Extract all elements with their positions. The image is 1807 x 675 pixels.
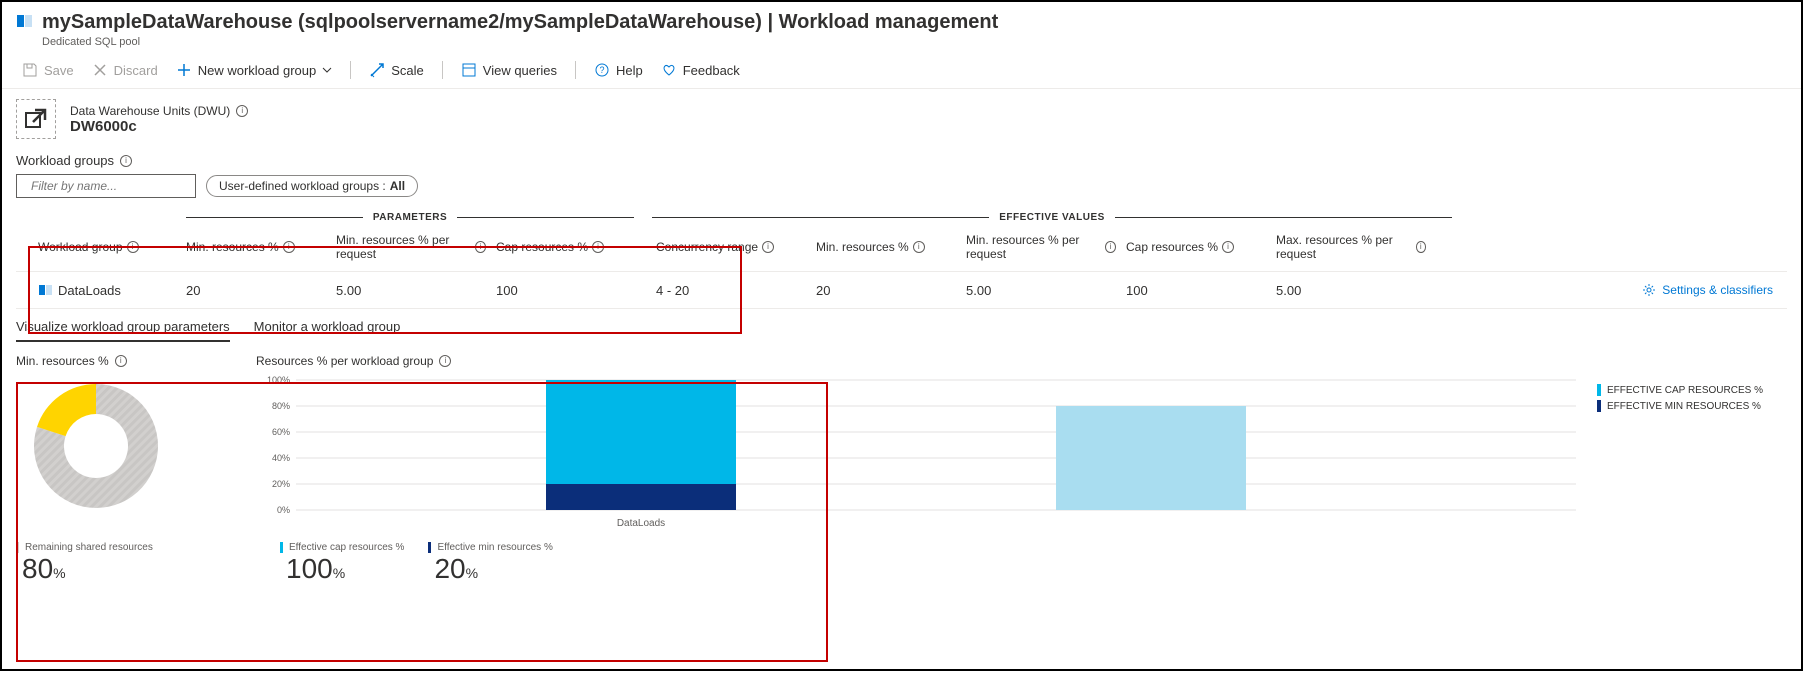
bar-chart-label: Resources % per workload groupi bbox=[256, 354, 1597, 368]
effective-values-section-header: EFFECTIVE VALUES bbox=[652, 212, 1452, 223]
resources-bar-chart: 0% 20% 40% 60% 80% 100% DataLoads bbox=[256, 368, 1586, 538]
info-icon[interactable]: i bbox=[439, 355, 451, 367]
cell-concurrency: 4 - 20 bbox=[656, 283, 816, 298]
viz-tabs: Visualize workload group parameters Moni… bbox=[2, 309, 1801, 342]
svg-text:0%: 0% bbox=[277, 505, 290, 515]
cell-eff-min-resources: 20 bbox=[816, 283, 966, 298]
filter-input-wrapper[interactable] bbox=[16, 174, 196, 198]
workload-groups-label: Workload groupsi bbox=[16, 153, 1787, 168]
help-icon: ? bbox=[594, 62, 610, 78]
tab-monitor[interactable]: Monitor a workload group bbox=[254, 319, 401, 342]
svg-text:100%: 100% bbox=[267, 375, 290, 385]
donut-chart bbox=[16, 368, 176, 518]
page-subtitle: Dedicated SQL pool bbox=[42, 36, 998, 48]
cell-eff-max-res-req: 5.00 bbox=[1276, 283, 1436, 298]
info-icon[interactable]: i bbox=[283, 241, 295, 253]
separator bbox=[442, 61, 443, 79]
info-icon[interactable]: i bbox=[913, 241, 925, 253]
svg-text:80%: 80% bbox=[272, 401, 290, 411]
svg-text:40%: 40% bbox=[272, 453, 290, 463]
dwu-value: DW6000c bbox=[70, 118, 248, 135]
legend-swatch-min bbox=[1597, 400, 1601, 412]
gear-icon bbox=[1642, 283, 1656, 297]
scale-button[interactable]: Scale bbox=[363, 58, 430, 82]
info-icon[interactable]: i bbox=[762, 241, 774, 253]
donut-label: Min. resources %i bbox=[16, 354, 256, 368]
cell-eff-min-res-req: 5.00 bbox=[966, 283, 1126, 298]
info-icon[interactable]: i bbox=[127, 241, 139, 253]
legend-swatch-cap bbox=[1597, 384, 1601, 396]
separator bbox=[575, 61, 576, 79]
workload-group-name: DataLoads bbox=[58, 283, 121, 298]
help-button[interactable]: ? Help bbox=[588, 58, 649, 82]
svg-text:60%: 60% bbox=[272, 427, 290, 437]
scale-icon bbox=[369, 62, 385, 78]
chevron-down-icon bbox=[322, 65, 332, 75]
parameters-section-header: PARAMETERS bbox=[16, 212, 634, 223]
workload-group-icon bbox=[38, 282, 54, 298]
info-icon[interactable]: i bbox=[1105, 241, 1116, 253]
cell-cap-resources: 100 bbox=[496, 283, 626, 298]
stat-effective-cap: Effective cap resources % 100% bbox=[280, 538, 404, 585]
svg-text:?: ? bbox=[599, 65, 604, 75]
cell-min-resources: 20 bbox=[186, 283, 336, 298]
table-row[interactable]: DataLoads 20 5.00 100 4 - 20 20 5.00 100… bbox=[16, 271, 1787, 309]
dwu-icon bbox=[16, 99, 56, 139]
info-icon[interactable]: i bbox=[1416, 241, 1426, 253]
heart-icon bbox=[661, 62, 677, 78]
view-queries-button[interactable]: View queries bbox=[455, 58, 563, 82]
separator bbox=[350, 61, 351, 79]
info-icon[interactable]: i bbox=[115, 355, 127, 367]
tab-visualize[interactable]: Visualize workload group parameters bbox=[16, 319, 230, 342]
queries-icon bbox=[461, 62, 477, 78]
discard-icon bbox=[92, 62, 108, 78]
filter-pill[interactable]: User-defined workload groups : All bbox=[206, 175, 418, 197]
resource-icon bbox=[16, 12, 34, 30]
settings-classifiers-link[interactable]: Settings & classifiers bbox=[1642, 283, 1787, 297]
save-icon bbox=[22, 62, 38, 78]
svg-text:20%: 20% bbox=[272, 479, 290, 489]
plus-icon bbox=[176, 62, 192, 78]
info-icon[interactable]: i bbox=[1222, 241, 1234, 253]
dwu-label: Data Warehouse Units (DWU)i bbox=[70, 104, 248, 118]
cell-min-resources-req: 5.00 bbox=[336, 283, 496, 298]
cell-eff-cap-resources: 100 bbox=[1126, 283, 1276, 298]
discard-button[interactable]: Discard bbox=[86, 58, 164, 82]
external-icon bbox=[23, 106, 49, 132]
page-title: mySampleDataWarehouse (sqlpoolservername… bbox=[42, 10, 998, 34]
save-button[interactable]: Save bbox=[16, 58, 80, 82]
info-icon[interactable]: i bbox=[236, 105, 248, 117]
table-header-row: Workload groupi Min. resources %i Min. r… bbox=[16, 223, 1787, 271]
new-workload-group-button[interactable]: New workload group bbox=[170, 58, 339, 82]
info-icon[interactable]: i bbox=[592, 241, 604, 253]
chart-legend: EFFECTIVE CAP RESOURCES % EFFECTIVE MIN … bbox=[1597, 354, 1787, 538]
stat-effective-min: Effective min resources % 20% bbox=[428, 538, 552, 585]
info-icon[interactable]: i bbox=[120, 155, 132, 167]
info-icon[interactable]: i bbox=[475, 241, 486, 253]
command-bar: Save Discard New workload group Scale Vi… bbox=[2, 48, 1801, 89]
feedback-button[interactable]: Feedback bbox=[655, 58, 746, 82]
filter-input[interactable] bbox=[29, 178, 190, 194]
svg-text:DataLoads: DataLoads bbox=[617, 518, 665, 529]
stat-remaining: Remaining shared resources 80% bbox=[16, 538, 256, 585]
